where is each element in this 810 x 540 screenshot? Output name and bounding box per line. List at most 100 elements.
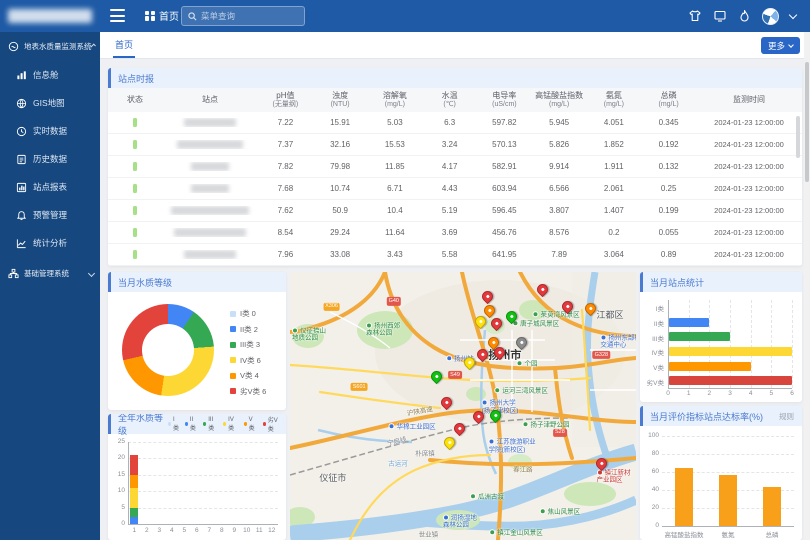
history-icon — [16, 154, 27, 165]
map-pin[interactable] — [441, 434, 458, 451]
menu-toggle-icon[interactable] — [110, 9, 125, 22]
sidebar-item-4[interactable]: 历史数据 — [0, 145, 100, 173]
stack-segment[interactable] — [130, 455, 139, 475]
sidebar-item-5[interactable]: 站点报表 — [0, 173, 100, 201]
y-tick-label: 100 — [648, 432, 659, 439]
breadcrumb-home[interactable]: 首页 — [145, 8, 179, 23]
map-pin[interactable] — [488, 315, 505, 331]
poi-marker-icon — [446, 355, 453, 362]
map-pin[interactable] — [461, 354, 478, 371]
map-pin[interactable] — [428, 369, 445, 385]
poi-marker-icon — [494, 387, 501, 394]
legend-item[interactable]: I类 0 — [230, 308, 266, 319]
legend-item[interactable]: IV类 6 — [230, 355, 266, 366]
hbar-bar[interactable] — [669, 346, 792, 356]
table-row[interactable]: 7.96 33.08 3.43 5.58 641.95 7.89 3.064 0.89 2024… — [108, 244, 802, 266]
table-row[interactable]: 7.82 79.98 11.85 4.17 582.91 9.914 1.911 0.132 2… — [108, 156, 802, 178]
value-cell: 7.37 — [277, 140, 294, 149]
legend-item[interactable]: III类 — [203, 415, 218, 433]
legend-item[interactable]: II类 2 — [230, 324, 266, 335]
tab-home[interactable]: 首页 — [113, 32, 136, 58]
sidebar-group-system[interactable]: 地表水质量监测系统 — [0, 32, 100, 61]
map-pin[interactable] — [451, 420, 468, 437]
hbar-bar[interactable] — [669, 376, 792, 386]
map-pin[interactable] — [470, 408, 487, 424]
map-pin[interactable] — [487, 407, 504, 423]
map-pin[interactable] — [479, 289, 496, 305]
value-cell: 5.03 — [387, 118, 403, 127]
sidebar-item-2[interactable]: GIS地图 — [0, 89, 100, 117]
legend-item[interactable]: I类 — [167, 415, 180, 433]
sidebar-item-label: 统计分析 — [33, 238, 68, 248]
y-gridline — [128, 458, 278, 460]
table-row[interactable]: 7.62 50.9 10.4 5.19 596.45 3.807 1.407 0.199 202… — [108, 200, 802, 222]
fullscreen-icon[interactable] — [713, 9, 727, 23]
map-label: 镇江金山风景区 — [489, 529, 543, 537]
status-cell — [108, 228, 162, 237]
more-button[interactable]: 更多 — [760, 37, 800, 54]
legend-item[interactable]: V类 4 — [230, 370, 266, 381]
menu-search[interactable] — [181, 6, 305, 26]
sidebar-item-7[interactable]: 统计分析 — [0, 229, 100, 257]
notification-flame-icon[interactable] — [738, 9, 751, 23]
map-pin[interactable] — [559, 298, 576, 315]
map-pin[interactable] — [438, 394, 455, 411]
x-tick-label: 8 — [219, 527, 224, 534]
map-pin[interactable] — [474, 346, 491, 363]
y-gridline — [128, 474, 278, 476]
vbar-bar[interactable] — [719, 474, 737, 526]
table-row[interactable]: 7.22 15.91 5.03 6.3 597.82 5.945 4.051 0.345 202… — [108, 112, 802, 134]
sidebar-item-1[interactable]: 信息舱 — [0, 61, 100, 89]
legend-item[interactable]: III类 3 — [230, 339, 266, 350]
stack-segment[interactable] — [130, 474, 139, 488]
hbar-bar[interactable] — [669, 332, 730, 342]
map-pin[interactable] — [491, 344, 508, 361]
table-row[interactable]: 8.54 29.24 11.64 3.69 456.76 8.576 0.2 0.055 202… — [108, 222, 802, 244]
hbar-bar[interactable] — [669, 317, 710, 327]
dashboard-icon — [16, 70, 27, 81]
stack-segment[interactable] — [130, 487, 139, 508]
stack-segment[interactable] — [130, 507, 139, 518]
page-scrollbar[interactable] — [804, 32, 810, 540]
table-row[interactable]: 7.68 10.74 6.71 4.43 603.94 6.566 2.061 0.25 202… — [108, 178, 802, 200]
theme-skin-icon[interactable] — [688, 9, 702, 23]
value-cell: 7.96 — [277, 250, 294, 259]
rules-link[interactable]: 规则 — [779, 411, 794, 421]
report-icon — [16, 182, 27, 193]
legend-item[interactable]: V类 — [243, 415, 258, 433]
sidebar-group-base[interactable]: 基础管理系统 — [0, 259, 100, 288]
map-pin[interactable] — [472, 313, 489, 330]
map-pin[interactable] — [593, 455, 610, 471]
vbar-bar[interactable] — [675, 467, 693, 526]
legend-item[interactable]: 劣V类 6 — [230, 386, 266, 397]
map-pin-shape — [559, 298, 576, 315]
legend-item[interactable]: IV类 — [223, 415, 239, 433]
legend-swatch — [230, 372, 236, 379]
x-tick-label: 2 — [144, 527, 149, 534]
map-pin[interactable] — [582, 300, 599, 317]
search-input[interactable] — [201, 11, 291, 21]
user-menu-chevron-icon[interactable] — [788, 10, 798, 19]
table-row[interactable]: 7.37 32.16 15.53 3.24 570.13 5.826 1.852 0.192 2… — [108, 134, 802, 156]
map-pin-shape — [487, 407, 504, 423]
legend-item[interactable]: 劣V类 — [262, 415, 282, 433]
x-tick-label: 11 — [255, 527, 263, 534]
map-pin[interactable] — [513, 334, 530, 351]
map-pin[interactable] — [503, 308, 520, 325]
legend-item[interactable]: II类 — [184, 415, 198, 433]
vbar-bar[interactable] — [763, 487, 781, 526]
value-cell: 3.807 — [549, 206, 570, 215]
map-label: 扬州东部枢纽 交通中心 — [600, 334, 636, 349]
value-cell: 33.08 — [330, 250, 351, 259]
sidebar-item-6[interactable]: 预警管理 — [0, 201, 100, 229]
hbar-bar[interactable] — [669, 361, 751, 371]
map-pin[interactable] — [534, 282, 551, 298]
sidebar-item-3[interactable]: 实时数据 — [0, 117, 100, 145]
legend-label: III类 3 — [240, 340, 261, 349]
user-avatar[interactable] — [762, 7, 779, 25]
value-cell: 5.826 — [549, 140, 570, 149]
donut-chart[interactable] — [122, 304, 214, 396]
stack-segment[interactable] — [130, 517, 139, 524]
table-scrollbar[interactable] — [796, 116, 800, 158]
